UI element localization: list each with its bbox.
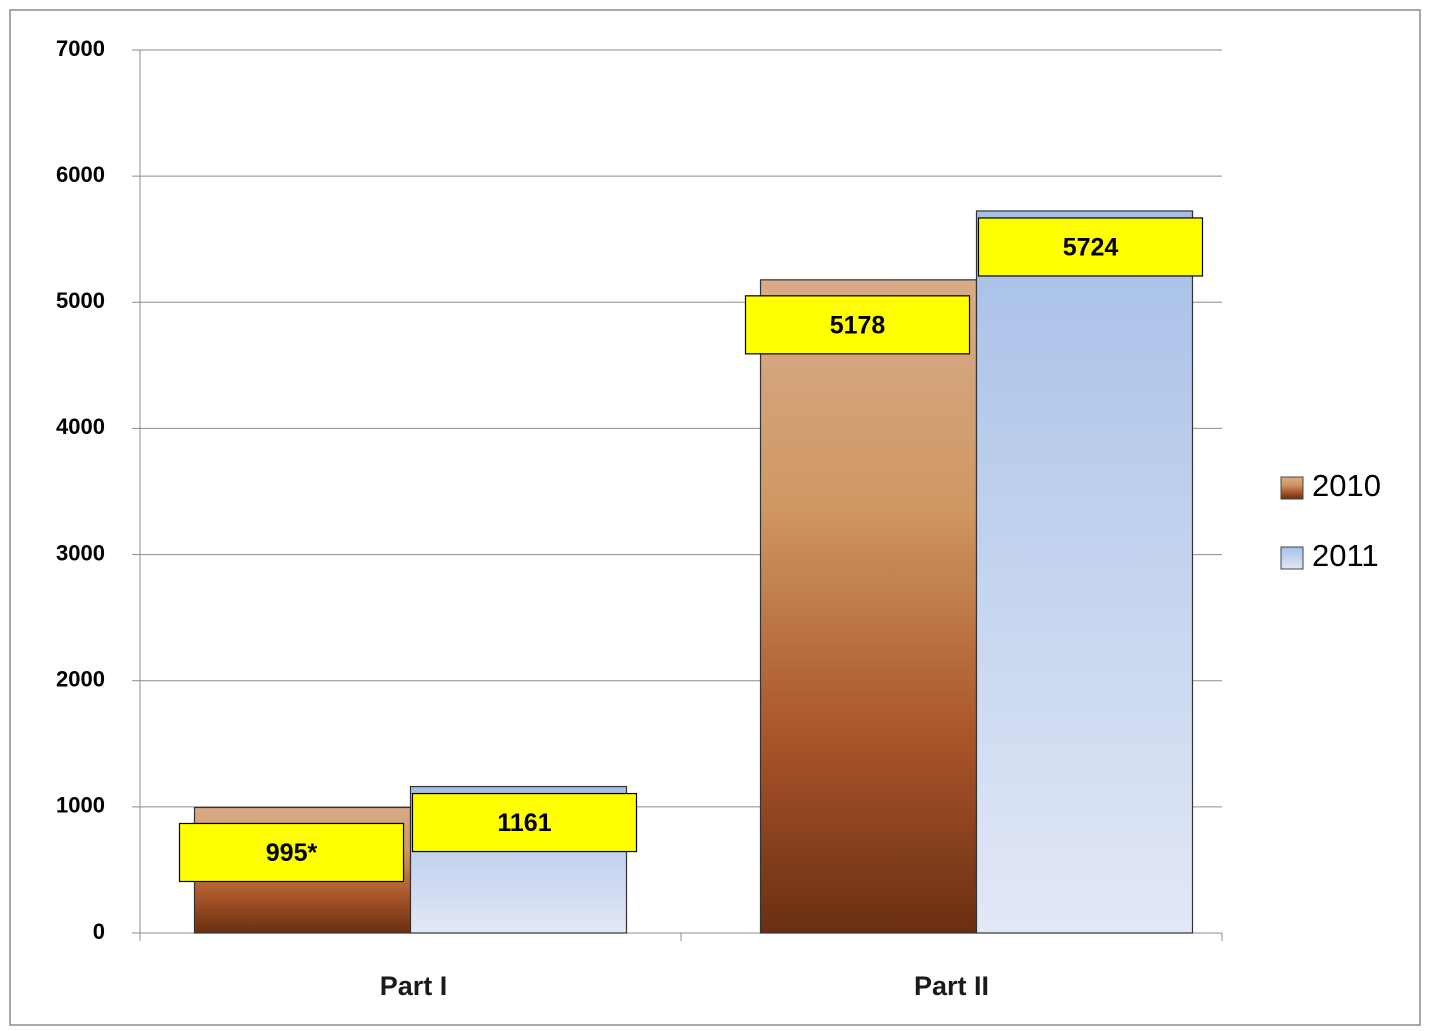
value-label: 1161 — [497, 809, 551, 837]
value-label-box — [411, 792, 638, 853]
y-tick-label: 4000 — [56, 414, 105, 439]
y-tick-label: 2000 — [56, 667, 105, 692]
bar — [975, 210, 1194, 934]
value-label: 995* — [266, 839, 318, 867]
value-label-box — [178, 822, 405, 883]
x-tick-label: Part I — [380, 971, 448, 1001]
y-tick-label: 7000 — [56, 36, 105, 61]
bar — [759, 279, 978, 934]
value-label: 5724 — [1063, 234, 1119, 262]
y-tick-label: 6000 — [56, 162, 105, 187]
x-tick-label: Part II — [914, 971, 989, 1001]
legend-label: 2011 — [1312, 538, 1379, 573]
y-tick-label: 1000 — [56, 793, 105, 818]
value-label-box — [977, 217, 1204, 277]
y-tick-label: 5000 — [56, 288, 105, 313]
legend-label: 2010 — [1312, 468, 1381, 503]
legend-swatch — [1280, 476, 1304, 500]
value-label-box — [744, 295, 971, 355]
legend-swatch — [1280, 546, 1304, 570]
value-label: 5178 — [830, 311, 886, 339]
y-tick-label: 0 — [93, 919, 105, 944]
y-tick-label: 3000 — [56, 540, 105, 565]
